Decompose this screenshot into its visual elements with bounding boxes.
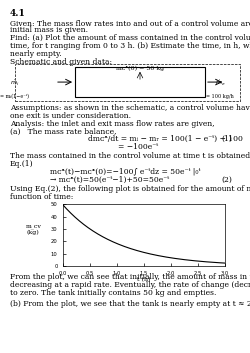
Text: Given: The mass flow rates into and out of a control volume are known, and the: Given: The mass flow rates into and out … (10, 19, 250, 27)
Text: (2): (2) (222, 175, 232, 184)
Text: Analysis: the inlet and exit mass flow rates are given,: Analysis: the inlet and exit mass flow r… (10, 120, 214, 128)
Text: $\dot{m}_i$: $\dot{m}_i$ (10, 79, 20, 88)
Text: = 100 kg/h: = 100 kg/h (206, 95, 234, 100)
Text: Using Eq.(2), the following plot is obtained for the amount of mass in the tank : Using Eq.(2), the following plot is obta… (10, 185, 250, 193)
Text: (1): (1) (222, 135, 232, 143)
Text: mᴄᵜ(0) = 50 kg: mᴄᵜ(0) = 50 kg (116, 65, 164, 71)
Text: nearly empty.: nearly empty. (10, 50, 62, 58)
Bar (75, 67, 205, 97)
Text: → mᴄᵜ(t)=50(e⁻ᵗ−1)+50=50e⁻ᵗ: → mᴄᵜ(t)=50(e⁻ᵗ−1)+50=50e⁻ᵗ (50, 175, 169, 184)
Text: time, for t ranging from 0 to 3 h. (b) Estimate the time, in h, when the tank is: time, for t ranging from 0 to 3 h. (b) E… (10, 42, 250, 50)
Text: initial mass is given.: initial mass is given. (10, 26, 88, 35)
Bar (15, 64, 240, 101)
X-axis label: t (h): t (h) (137, 277, 150, 282)
Text: one exit is under consideration.: one exit is under consideration. (10, 112, 131, 120)
Text: Eq.(1): Eq.(1) (10, 160, 34, 168)
Text: $\dot{m}_e$: $\dot{m}_e$ (215, 79, 225, 88)
Text: Find: (a) Plot the amount of mass contained in the control volume as function of: Find: (a) Plot the amount of mass contai… (10, 34, 250, 42)
Text: to zero. The tank initially contains 50 kg and empties.: to zero. The tank initially contains 50 … (10, 289, 216, 297)
Y-axis label: m_cv
(kg): m_cv (kg) (25, 224, 41, 235)
Text: 4.1: 4.1 (10, 9, 26, 18)
Text: function of time:: function of time: (10, 193, 74, 201)
Text: (b) From the plot, we see that the tank is nearly empty at t ≈ 2.5 h.: (b) From the plot, we see that the tank … (10, 300, 250, 308)
Text: (a)   The mass rate balance,: (a) The mass rate balance, (10, 127, 117, 136)
Text: = −100e⁻ᵗ: = −100e⁻ᵗ (118, 143, 158, 151)
Text: = mᵢ(1−e⁻ᵗ): = mᵢ(1−e⁻ᵗ) (0, 95, 29, 100)
Text: From the plot, we can see that initially, the amount of mass in the tank is: From the plot, we can see that initially… (10, 273, 250, 281)
Text: Schematic and given data:: Schematic and given data: (10, 58, 112, 66)
Text: mᴄᵜ(t)−mᴄᵜ(0)=−100∫ e⁻ᵗdz = 50e⁻ᵗ |₀ᵗ: mᴄᵜ(t)−mᴄᵜ(0)=−100∫ e⁻ᵗdz = 50e⁻ᵗ |₀ᵗ (50, 168, 201, 176)
Text: decreasing at a rapid rate. Eventually, the rate of change (decrease) of mass sl: decreasing at a rapid rate. Eventually, … (10, 281, 250, 289)
Text: dmᴄᵜ/dt = mᵢ − mᵣ = 100(1 − e⁻ᵗ) − 100: dmᴄᵜ/dt = mᵢ − mᵣ = 100(1 − e⁻ᵗ) − 100 (88, 135, 242, 143)
Text: Assumptions: as shown in the schematic, a control volume having one inlet and: Assumptions: as shown in the schematic, … (10, 104, 250, 112)
Text: The mass contained in the control volume at time t is obtained by integrating: The mass contained in the control volume… (10, 152, 250, 160)
